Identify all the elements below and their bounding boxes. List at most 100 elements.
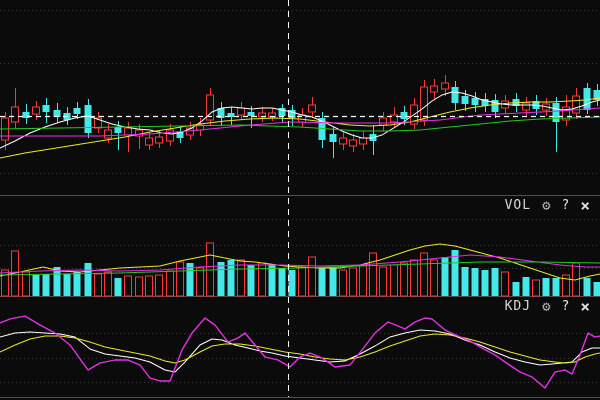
volume-bar-up — [532, 279, 540, 297]
close-icon[interactable]: × — [580, 196, 590, 215]
candle-body-up — [124, 127, 132, 136]
candle-body-up — [339, 137, 347, 145]
price-ma-line — [0, 116, 600, 132]
volume-bar-up — [176, 261, 184, 297]
volume-bar-up — [94, 273, 102, 297]
volume-bar-down — [593, 282, 600, 296]
close-icon[interactable]: × — [580, 297, 590, 316]
volume-bar-down — [288, 270, 296, 296]
volume-panel-title: VOL — [504, 198, 532, 213]
volume-bar-up — [1, 269, 9, 297]
volume-bar-up — [237, 259, 245, 297]
volume-bar-up — [501, 271, 509, 297]
candle-body-up — [206, 94, 214, 121]
volume-bar-down — [268, 265, 276, 296]
candle-body-down — [247, 112, 255, 116]
volume-bar-up — [369, 252, 377, 297]
volume-bar-up — [410, 259, 418, 297]
volume-bar-down — [114, 278, 122, 296]
volume-bar-up — [420, 252, 428, 297]
volume-bar-down — [32, 275, 40, 296]
candle-body-down — [22, 112, 30, 118]
candle-body-up — [572, 95, 580, 114]
kdj-line-K — [0, 329, 600, 373]
price-ma-line — [0, 97, 600, 159]
volume-bar-up — [349, 267, 357, 297]
volume-bar-up — [359, 264, 367, 297]
candle-body-up — [522, 102, 530, 111]
volume-bar-up — [145, 275, 153, 297]
candle-body-down — [329, 134, 337, 142]
candle-body-down — [217, 108, 225, 118]
candle-body-down — [288, 110, 296, 118]
candle-body-down — [593, 90, 600, 100]
volume-panel-header: VOL ⚙ ? × — [504, 196, 590, 215]
settings-icon[interactable]: ⚙ — [542, 299, 551, 315]
volume-bar-down — [217, 262, 225, 296]
volume-bar-down — [227, 260, 235, 296]
volume-bar-up — [166, 270, 174, 297]
volume-bar-up — [104, 271, 112, 297]
candle-body-down — [552, 103, 560, 122]
volume-bar-down — [451, 250, 459, 296]
volume-bar-down — [471, 268, 479, 296]
candle-body-up — [32, 106, 40, 115]
candle-body-up — [359, 137, 367, 145]
candle-body-down — [583, 88, 591, 110]
price-ma-line — [0, 91, 600, 149]
kdj-line-J — [0, 315, 600, 389]
volume-bar-down — [441, 257, 449, 296]
candle-body-down — [84, 105, 92, 133]
volume-bar-up — [258, 262, 266, 297]
candle-body-down — [481, 99, 489, 106]
help-icon[interactable]: ? — [561, 299, 570, 314]
help-icon[interactable]: ? — [561, 198, 570, 213]
kdj-panel-title: KDJ — [504, 299, 532, 314]
volume-bar-up — [390, 264, 398, 297]
volume-bar-down — [318, 268, 326, 296]
volume-bar-up — [430, 259, 438, 297]
volume-bar-down — [542, 278, 550, 296]
candle-body-up — [308, 104, 316, 113]
volume-bar-down — [552, 278, 560, 296]
candle-body-down — [318, 118, 326, 140]
candle-body-up — [349, 139, 357, 147]
candle-body-up — [562, 106, 570, 121]
volume-bar-down — [491, 268, 499, 296]
volume-bar-down — [583, 278, 591, 296]
volume-bar-down — [522, 277, 530, 296]
candle-body-down — [176, 132, 184, 138]
volume-bar-down — [73, 272, 81, 296]
candle-body-up — [390, 114, 398, 123]
candle-body-down — [53, 110, 61, 117]
candle-body-up — [379, 117, 387, 126]
candle-body-up — [166, 129, 174, 142]
candle-body-down — [400, 112, 408, 119]
settings-icon[interactable]: ⚙ — [542, 198, 551, 214]
volume-bar-up — [135, 276, 143, 297]
candle-body-up — [145, 137, 153, 146]
volume-bar-down — [63, 274, 71, 296]
volume-bar-down — [512, 282, 520, 296]
candle-body-down — [451, 87, 459, 103]
volume-bar-up — [308, 256, 316, 297]
volume-bar-up — [400, 262, 408, 297]
volume-bar-up — [124, 275, 132, 297]
candle-body-up — [237, 107, 245, 116]
candle-body-down — [114, 127, 122, 133]
volume-bar-down — [53, 267, 61, 296]
volume-bar-up — [155, 274, 163, 297]
volume-bar-down — [278, 268, 286, 296]
volume-bar-up — [562, 274, 570, 297]
volume-bar-down — [42, 274, 50, 296]
candle-body-up — [155, 136, 163, 144]
candle-body-down — [471, 98, 479, 105]
candle-body-up — [430, 85, 438, 93]
volume-bar-up — [298, 266, 306, 297]
volume-ma-line — [0, 243, 600, 281]
kdj-panel-header: KDJ ⚙ ? × — [504, 297, 590, 316]
volume-bar-up — [339, 269, 347, 297]
candle-body-down — [42, 105, 50, 112]
